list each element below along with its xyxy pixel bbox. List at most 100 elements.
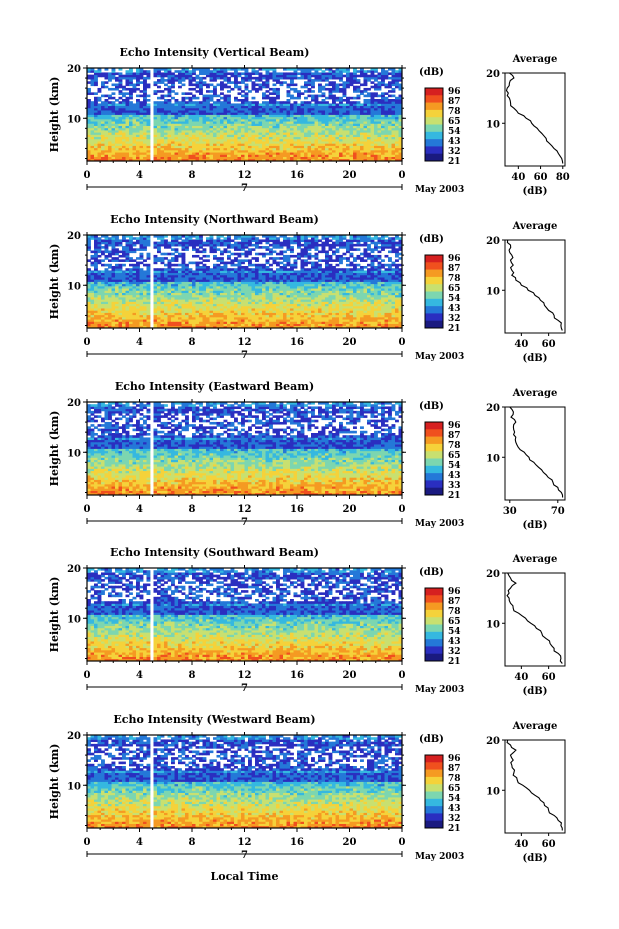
heatmap-cell [108, 116, 112, 120]
heatmap-cell [265, 314, 270, 318]
heatmap-cell [143, 297, 147, 300]
heatmap-cell [111, 136, 116, 140]
heatmap-cell [227, 314, 231, 318]
heatmap-cell [297, 310, 301, 313]
heatmap-cell [87, 123, 91, 126]
heatmap-cell [381, 99, 385, 102]
heatmap-cell [188, 147, 193, 151]
heatmap-cell [300, 297, 305, 300]
heatmap-cell [304, 325, 308, 329]
heatmap-cell [181, 301, 186, 305]
heatmap-cell [297, 72, 301, 76]
heatmap-cell [181, 130, 186, 133]
heatmap-cell [108, 105, 112, 109]
heatmap-cell [206, 107, 210, 111]
heatmap-cell [118, 76, 123, 80]
heatmap-cell [167, 314, 172, 318]
heatmap-cell [374, 76, 378, 80]
heatmap-cell [279, 101, 284, 104]
heatmap-cell [220, 141, 224, 144]
heatmap-cell [370, 319, 375, 322]
heatmap-cell [195, 112, 200, 115]
heatmap-cell [356, 107, 361, 111]
heatmap-cell [346, 316, 350, 320]
heatmap-cell [258, 316, 263, 320]
heatmap-cell [269, 297, 273, 300]
heatmap-cell [111, 314, 116, 318]
heatmap-cell [388, 325, 392, 329]
heatmap-cell [328, 321, 333, 324]
heatmap-cell [237, 312, 242, 316]
heatmap-cell [178, 156, 182, 160]
heatmap-cell [192, 68, 196, 71]
heatmap-cell [139, 303, 144, 307]
heatmap-cell [97, 114, 102, 118]
heatmap-cell [286, 92, 291, 95]
heatmap-cell [132, 143, 137, 146]
heatmap-cell [132, 301, 137, 305]
heatmap-cell [143, 285, 147, 289]
heatmap-cell [139, 130, 144, 133]
heatmap-cell [311, 156, 315, 160]
heatmap-cell [223, 301, 228, 305]
heatmap-cell [192, 94, 196, 98]
heatmap-cell [139, 136, 144, 140]
heatmap-cell [279, 132, 284, 135]
heatmap-cell [108, 74, 112, 78]
heatmap-cell [300, 107, 305, 111]
heatmap-cell [262, 121, 266, 124]
heatmap-cell [185, 301, 189, 305]
heatmap-cell [111, 123, 116, 126]
heatmap-cell [178, 292, 182, 296]
heatmap-cell [185, 132, 189, 135]
heatmap-cell [192, 294, 196, 298]
heatmap-cell [332, 316, 336, 320]
heatmap-cell [181, 112, 186, 115]
heatmap-cell [241, 90, 245, 93]
heatmap-cell [328, 72, 333, 76]
heatmap-cell [251, 103, 256, 107]
heatmap-cell [87, 136, 91, 140]
heatmap-cell [381, 305, 385, 309]
heatmap-cell [118, 132, 123, 135]
heatmap-cell [87, 90, 91, 93]
heatmap-cell [293, 290, 298, 293]
heatmap-cell [381, 121, 385, 124]
heatmap-cell [181, 310, 186, 313]
heatmap-cell [332, 303, 336, 307]
heatmap-cell [304, 312, 308, 316]
heatmap-cell [94, 325, 98, 329]
heatmap-cell [391, 312, 396, 316]
heatmap-cell [241, 132, 245, 135]
heatmap-cell [290, 136, 294, 140]
heatmap-cell [139, 158, 144, 162]
heatmap-cell [241, 156, 245, 160]
heatmap-cell [356, 316, 361, 320]
heatmap-cell [332, 130, 336, 133]
avg-x-tick-label: 80 [556, 172, 570, 183]
heatmap-cell [353, 107, 357, 111]
heatmap-cell [286, 145, 291, 149]
heatmap-cell [125, 79, 130, 82]
heatmap-cell [146, 76, 151, 80]
heatmap-cell [370, 125, 375, 129]
colorbar-swatch [425, 102, 443, 111]
heatmap-cell [146, 290, 151, 293]
heatmap-cell [160, 90, 165, 93]
heatmap-cell [363, 294, 368, 298]
heatmap-cell [328, 105, 333, 109]
heatmap-cell [104, 116, 109, 120]
heatmap-cell [251, 112, 256, 115]
heatmap-cell [255, 127, 259, 131]
heatmap-cell [339, 310, 343, 313]
heatmap-cell [370, 143, 375, 146]
heatmap-cell [346, 141, 350, 144]
heatmap-cell [139, 72, 144, 76]
heatmap-cell [269, 321, 273, 324]
heatmap-cell [342, 132, 347, 135]
heatmap-cell [178, 103, 182, 107]
heatmap-cell [248, 156, 252, 160]
heatmap-cell [342, 81, 347, 84]
heatmap-cell [384, 114, 389, 118]
